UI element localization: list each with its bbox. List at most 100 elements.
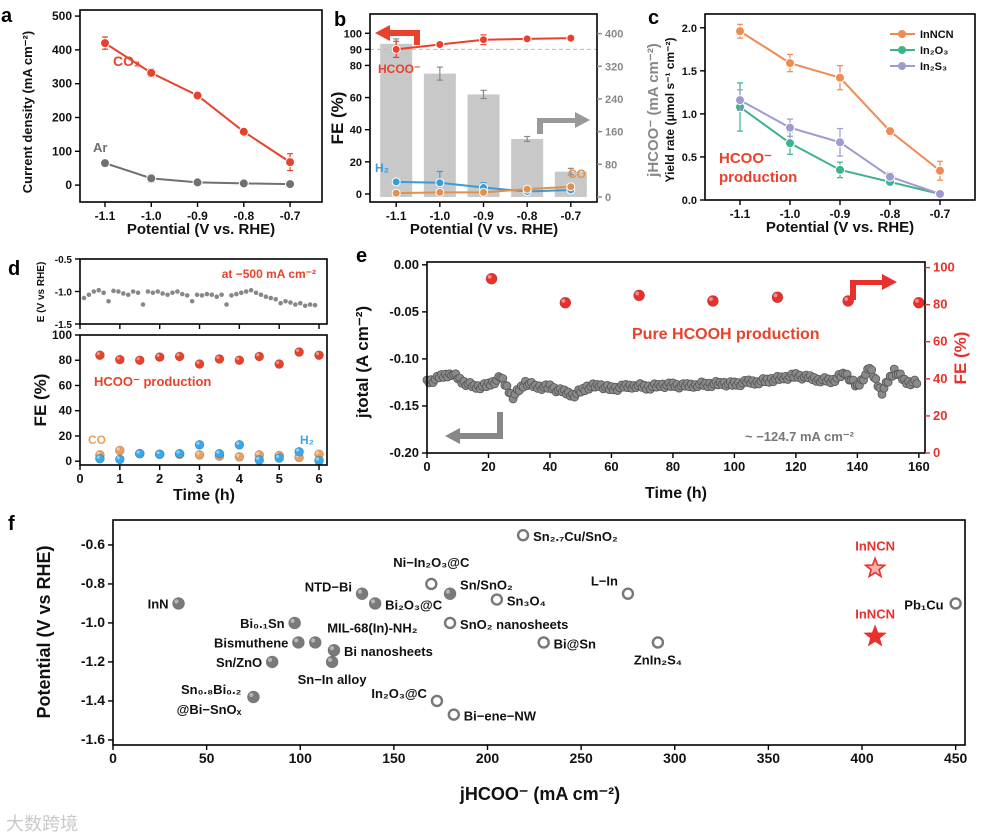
potential-point (263, 294, 269, 300)
x-tick-label: 1 (116, 471, 123, 486)
y-tick-label: 100 (344, 28, 362, 40)
legend-marker (898, 62, 906, 70)
series-2-point (785, 122, 795, 133)
x-tick-label: 0 (76, 471, 83, 486)
x-tick-label: -0.7 (560, 209, 581, 223)
potential-point (96, 287, 102, 293)
y-tick-label: 500 (52, 9, 72, 23)
potential-point (209, 292, 215, 298)
x-tick-label: -1.0 (780, 207, 801, 221)
point-label: Ni−In₂O₃@C (393, 555, 470, 570)
fe-point (115, 454, 125, 465)
x-axis-label: Time (h) (173, 487, 235, 504)
point-label: In₂O₃@C (371, 686, 427, 701)
potential-point (111, 288, 116, 294)
y-tick-label: 0.5 (682, 152, 697, 164)
point-label: Bi@Sn (554, 636, 596, 651)
fe-point (115, 445, 125, 456)
potential-point (219, 292, 224, 298)
x-tick-label: -1.1 (730, 207, 751, 221)
potential-point (253, 290, 259, 296)
series-1-point (835, 164, 845, 175)
potential-point (101, 290, 106, 296)
potential-point (224, 302, 229, 307)
y-tick-label: -0.8 (81, 575, 105, 591)
x-tick-label: 160 (908, 459, 930, 474)
y-axis-label: Potential (V vs RHE) (34, 545, 54, 718)
fe-point-highlight (156, 451, 160, 455)
series-2-point (391, 188, 401, 198)
potential-point (307, 302, 313, 307)
series-0-point (391, 44, 401, 54)
x-axis-label: Potential (V vs. RHE) (766, 219, 914, 236)
x-axis-label: Potential (V vs. RHE) (127, 221, 275, 238)
point-label: InNCN (855, 538, 895, 553)
potential-point (106, 298, 111, 304)
series-0-point (238, 126, 249, 137)
y-tick-label: 90 (350, 44, 362, 56)
potential-point (165, 292, 170, 298)
bar (380, 43, 413, 197)
potential-point (238, 290, 244, 296)
series-label-co: CO (568, 167, 586, 181)
panel-label-a: a (1, 5, 13, 27)
x-tick-label: 80 (666, 459, 680, 474)
y-tick-label: 0.00 (394, 257, 419, 272)
y-axis-label: jtotal (A cm⁻²) (353, 306, 372, 419)
fe-point-highlight (709, 297, 713, 301)
y-tick-label: -1.4 (81, 692, 105, 708)
point-label: Sn/ZnO (216, 655, 262, 670)
series-1-point (99, 158, 110, 169)
y-tick-label: 0 (356, 189, 362, 201)
potential-point (214, 294, 220, 300)
x-tick-label: 350 (757, 750, 781, 766)
y-tick-label: 0 (605, 192, 611, 204)
potential-point (81, 295, 87, 301)
y-tick-label: 80 (350, 60, 362, 72)
data-point-filled (247, 690, 260, 704)
fe-point (234, 451, 245, 462)
y-tick-label: 60 (350, 93, 362, 105)
plot-frame (79, 334, 328, 466)
fe-point-highlight (216, 450, 220, 454)
potential-point (288, 300, 293, 305)
fe-point-highlight (295, 448, 300, 452)
x-tick-label: -0.8 (880, 207, 901, 221)
series-2-point (735, 95, 745, 106)
data-point-filled-highlight (370, 599, 376, 604)
series-1-point (391, 177, 401, 187)
fe-point (194, 450, 205, 460)
data-point-filled-highlight (294, 638, 299, 643)
data-point-open (949, 597, 962, 610)
potential-point (278, 300, 283, 306)
current-point (912, 379, 922, 389)
bar (467, 94, 500, 197)
data-point-open (430, 694, 444, 708)
series-0-point (146, 67, 157, 78)
fe-point-highlight (136, 357, 140, 361)
fe-point-highlight (487, 274, 492, 279)
potential-point (175, 289, 180, 294)
x-axis-label: Potential (V vs. RHE) (410, 221, 558, 238)
data-point-filled-highlight (267, 657, 273, 662)
y-tick-label: 40 (933, 371, 947, 386)
y-tick-label: 100 (52, 144, 72, 158)
panel-label-d: d (8, 258, 20, 280)
series-1-point (192, 177, 203, 188)
x-tick-label: 450 (944, 750, 968, 766)
x-axis-label: Time (h) (645, 485, 707, 502)
series-0-point (835, 72, 845, 83)
y-tick-label: 200 (52, 110, 72, 124)
fe-point (254, 455, 265, 465)
panel-label-e: e (356, 245, 367, 267)
fe-point (194, 440, 205, 450)
series-0-point (522, 34, 532, 44)
data-point-filled-highlight (311, 638, 316, 643)
data-point-filled-highlight (445, 589, 451, 594)
data-point-open (516, 529, 530, 542)
potential-point (155, 289, 161, 294)
series-2-point (835, 137, 845, 148)
series-0-point (735, 26, 745, 37)
y-tick-label: -0.6 (81, 536, 105, 552)
fe-point (95, 453, 105, 464)
